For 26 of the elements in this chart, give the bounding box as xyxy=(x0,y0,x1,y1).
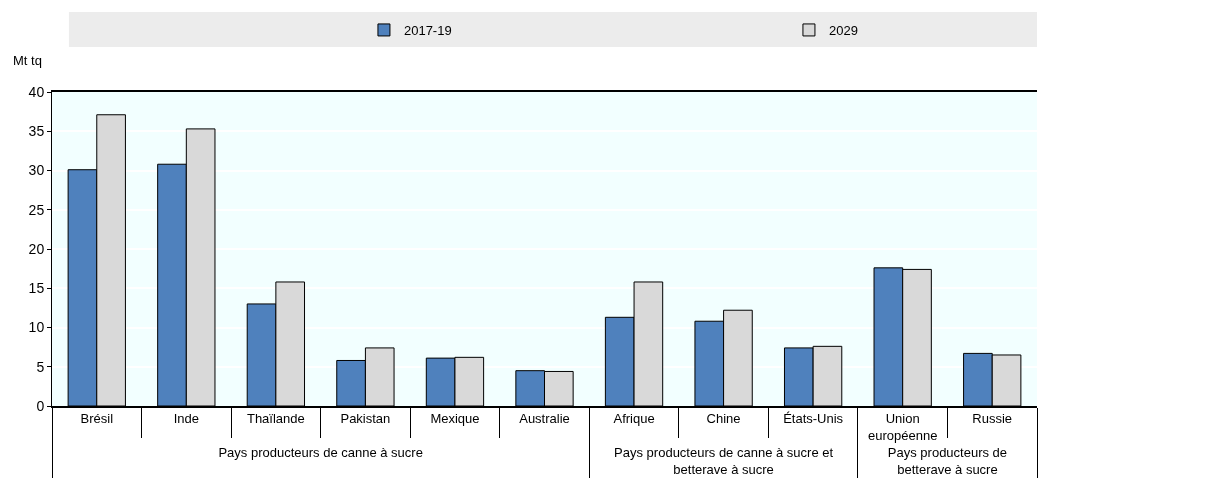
y-tick-label: 25 xyxy=(28,201,45,218)
y-tick-label: 40 xyxy=(28,83,45,100)
text: Pays producteurs de canne à sucre et betterave à sucre xyxy=(614,445,834,478)
y-tick-label: 35 xyxy=(28,123,45,140)
x-tick-label: États-Unis xyxy=(783,411,844,427)
y-tick-label: 20 xyxy=(28,240,45,257)
legend-label: 2017-19 xyxy=(403,23,452,39)
text: Pays producteurs de canne à sucre xyxy=(218,445,423,461)
x-tick-label: Pakistan xyxy=(340,411,391,427)
x-tick-label: Inde xyxy=(173,411,199,427)
x-tick-label: Afrique xyxy=(613,411,655,427)
y-tick-label: 30 xyxy=(28,162,45,179)
x-tick-label: Union européenne xyxy=(867,411,938,444)
x-tick-label: Thaïlande xyxy=(246,411,305,427)
y-tick-label: 15 xyxy=(28,280,45,297)
x-tick-label: Mexique xyxy=(430,411,480,427)
x-tick-label: Russie xyxy=(972,411,1013,427)
x-tick-label: Brésil xyxy=(80,411,114,427)
y-tick-label: 10 xyxy=(28,319,45,336)
x-tick-label: Australie xyxy=(519,411,570,427)
text: Pays producteurs de betterave à sucre xyxy=(887,445,1008,478)
y-tick-label: 0 xyxy=(36,397,45,414)
x-tick-label: Chine xyxy=(706,411,741,427)
y-axis-title: Mt tq xyxy=(13,53,42,68)
y-tick-label: 5 xyxy=(36,358,45,375)
legend-label: 2029 xyxy=(828,23,858,39)
